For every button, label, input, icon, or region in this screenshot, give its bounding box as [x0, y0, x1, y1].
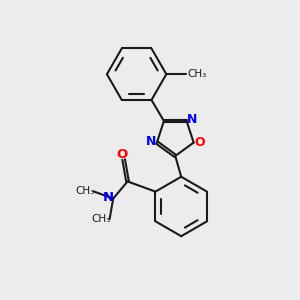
- Text: N: N: [146, 135, 156, 148]
- Text: N: N: [102, 191, 113, 204]
- Text: CH₃: CH₃: [76, 186, 95, 197]
- Text: CH₃: CH₃: [187, 69, 206, 79]
- Text: O: O: [195, 136, 206, 149]
- Text: N: N: [187, 113, 197, 126]
- Text: CH₃: CH₃: [92, 214, 111, 224]
- Text: O: O: [117, 148, 128, 160]
